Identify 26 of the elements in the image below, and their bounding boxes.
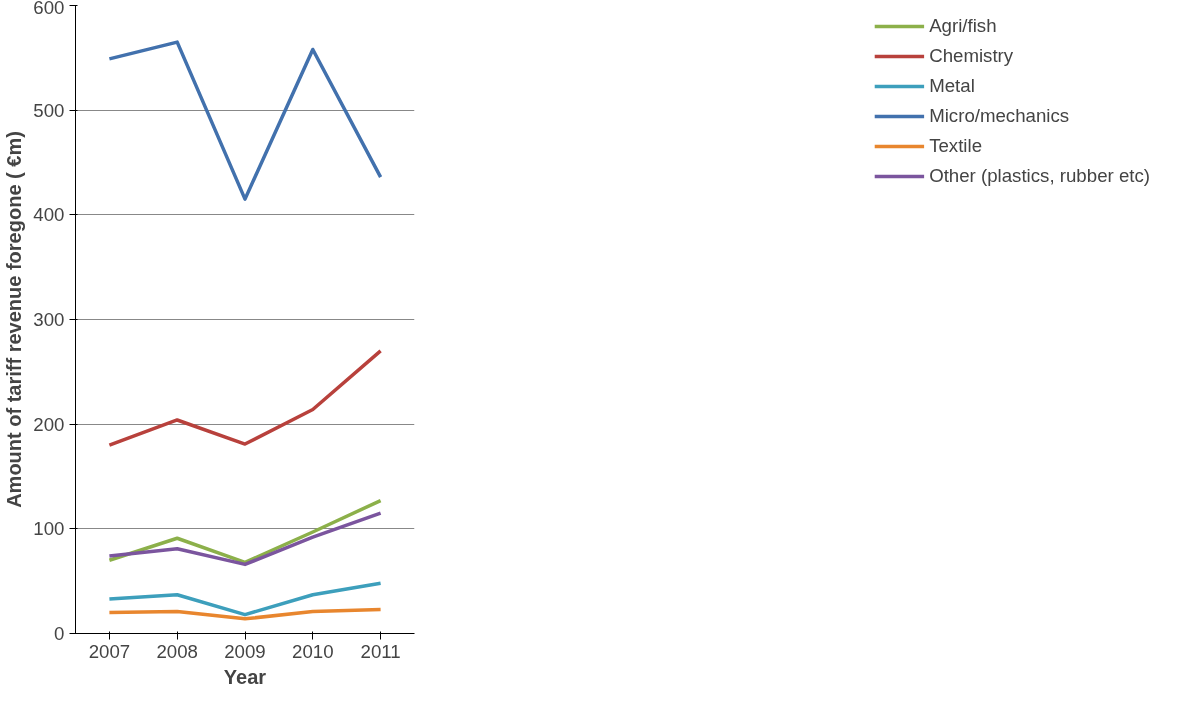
y-tick-label: 400: [33, 204, 65, 226]
line-series: [107, 498, 383, 565]
y-tick-label: 100: [33, 518, 65, 540]
legend-label: Chemistry: [929, 45, 1014, 67]
line-series: [107, 511, 383, 567]
legend-label: Agri/fish: [929, 15, 997, 37]
line-series: [107, 607, 383, 621]
x-tick-label: 2007: [88, 640, 131, 662]
legend-label: Metal: [929, 75, 975, 97]
x-axis-title: Year: [223, 665, 267, 688]
y-tick-label: 300: [33, 309, 65, 330]
legend-label: Textile: [929, 135, 983, 157]
line-series: [107, 581, 383, 617]
y-tick-label: 0: [54, 623, 65, 644]
x-tick-label: 2008: [156, 640, 198, 662]
line-series: [107, 349, 383, 447]
y-tick-label: 600: [33, 0, 65, 18]
x-tick-label: 2009: [224, 640, 266, 662]
y-axis-title: Amount of tariff revenue foregone ( €m): [3, 131, 26, 508]
x-tick-label: 2010: [292, 640, 334, 662]
y-tick-label: 200: [33, 413, 65, 435]
legend-label: Micro/mechanics: [929, 105, 1070, 127]
x-tick-label: 2011: [360, 640, 401, 662]
line-series: [107, 40, 383, 201]
legend-label: Other (plastics, rubber etc): [929, 165, 1150, 187]
y-tick-label: 500: [33, 99, 65, 121]
